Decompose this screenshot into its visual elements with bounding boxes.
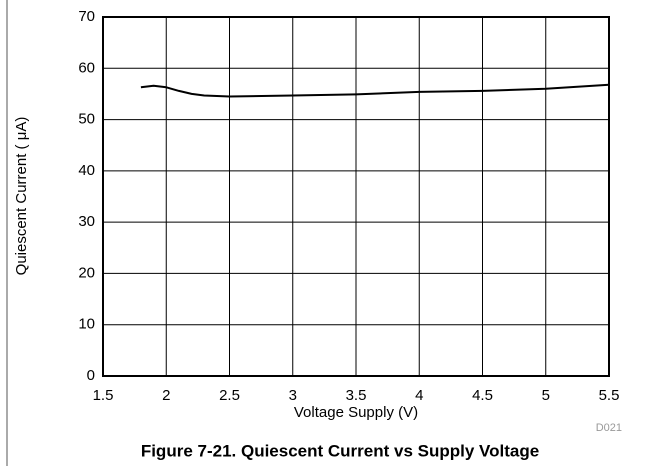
x-axis-label: Voltage Supply (V) <box>294 404 418 421</box>
y-tick-label: 30 <box>78 213 95 230</box>
data-line <box>140 83 610 98</box>
x-tick-label: 4 <box>415 387 423 404</box>
annotation: D021 <box>596 422 622 434</box>
y-tick-label: 60 <box>78 59 95 76</box>
x-tick-label: 5.5 <box>599 387 620 404</box>
y-tick-label: 0 <box>87 367 95 384</box>
x-tick-label: 2 <box>162 387 170 404</box>
x-tick-label: 4.5 <box>472 387 493 404</box>
y-tick-label: 20 <box>78 264 95 281</box>
plot-frame <box>102 16 610 377</box>
x-tick-label: 5 <box>542 387 550 404</box>
y-tick-label: 10 <box>78 316 95 333</box>
y-tick-label: 40 <box>78 162 95 179</box>
y-axis-label: Quiescent Current ( μA) <box>13 117 30 276</box>
y-tick-label: 70 <box>78 8 95 25</box>
y-tick-label: 50 <box>78 111 95 128</box>
x-tick-label: 1.5 <box>93 387 114 404</box>
x-tick-label: 3.5 <box>346 387 367 404</box>
x-tick-label: 2.5 <box>219 387 240 404</box>
chart-title: Figure 7-21. Quiescent Current vs Supply… <box>141 441 539 460</box>
x-tick-label: 3 <box>289 387 297 404</box>
